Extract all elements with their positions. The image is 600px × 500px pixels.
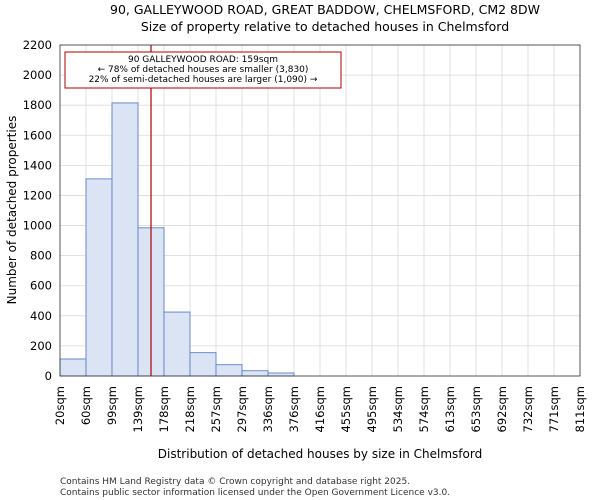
histogram-bar	[241, 370, 269, 377]
histogram-bar	[267, 372, 295, 377]
y-tick-label: 200	[30, 339, 52, 353]
y-tick-label: 400	[30, 309, 52, 323]
y-tick-label: 1800	[23, 98, 52, 112]
histogram-bar	[59, 358, 87, 377]
annotation-line-2: ← 78% of detached houses are smaller (3,…	[98, 65, 309, 75]
x-tick-label: 732sqm	[521, 386, 535, 432]
y-axis-label: Number of detached properties	[5, 116, 19, 305]
y-tick-label: 1000	[23, 219, 52, 233]
y-tick-label: 0	[45, 369, 52, 383]
histogram-bar	[189, 352, 217, 377]
y-tick-label: 1600	[23, 128, 52, 142]
plot-frame	[59, 44, 581, 377]
x-tick-label: 20sqm	[53, 386, 67, 425]
x-axis-label: Distribution of detached houses by size …	[158, 447, 482, 461]
histogram-bar	[215, 364, 243, 377]
y-tick-label: 1400	[23, 158, 52, 172]
x-tick-label: 60sqm	[79, 386, 93, 425]
histogram-bar	[111, 102, 139, 377]
footer-line-2: Contains public sector information licen…	[60, 488, 450, 498]
histogram-bar	[163, 311, 191, 377]
bars	[59, 102, 295, 377]
x-tick-label: 534sqm	[391, 386, 405, 432]
x-tick-label: 495sqm	[365, 386, 379, 432]
y-tick-label: 2000	[23, 68, 52, 82]
x-tick-label: 139sqm	[131, 386, 145, 432]
annotation-box	[64, 51, 342, 89]
x-tick-label: 257sqm	[209, 386, 223, 432]
x-tick-label: 771sqm	[547, 386, 561, 432]
x-tick-label: 99sqm	[105, 386, 119, 425]
x-tick-label: 811sqm	[573, 386, 587, 432]
x-tick-label: 218sqm	[183, 386, 197, 432]
annotation-line-3: 22% of semi-detached houses are larger (…	[89, 75, 318, 85]
x-tick-label: 613sqm	[443, 386, 457, 432]
x-tick-labels: 20sqm 60sqm 99sqm 139sqm 178sqm 218sqm 257sqm 2…	[53, 386, 587, 432]
x-tick-label: 574sqm	[417, 386, 431, 432]
x-tick-label: 416sqm	[313, 386, 327, 432]
y-tick-labels: 0 200 400 600 800 1000 1200 1400 1600 1800 2000 220…	[23, 38, 52, 383]
x-tick-label: 692sqm	[495, 386, 509, 432]
x-tick-label: 336sqm	[261, 386, 275, 432]
annotation-line-1: 90 GALLEYWOOD ROAD: 159sqm	[128, 55, 278, 65]
y-tick-label: 1200	[23, 188, 52, 202]
x-tick-label: 297sqm	[235, 386, 249, 432]
x-tick-label: 178sqm	[157, 386, 171, 432]
chart-title: 90, GALLEYWOOD ROAD, GREAT BADDOW, CHELM…	[110, 2, 540, 17]
x-tick-label: 376sqm	[287, 386, 301, 432]
chart-subtitle: Size of property relative to detached ho…	[141, 19, 509, 34]
x-tick-label: 653sqm	[469, 386, 483, 432]
footer-line-1: Contains HM Land Registry data © Crown c…	[60, 477, 410, 487]
y-tick-label: 600	[30, 279, 52, 293]
x-tick-label: 455sqm	[339, 386, 353, 432]
histogram-bar	[85, 178, 113, 377]
y-tick-label: 800	[30, 249, 52, 263]
y-tick-label: 2200	[23, 38, 52, 52]
